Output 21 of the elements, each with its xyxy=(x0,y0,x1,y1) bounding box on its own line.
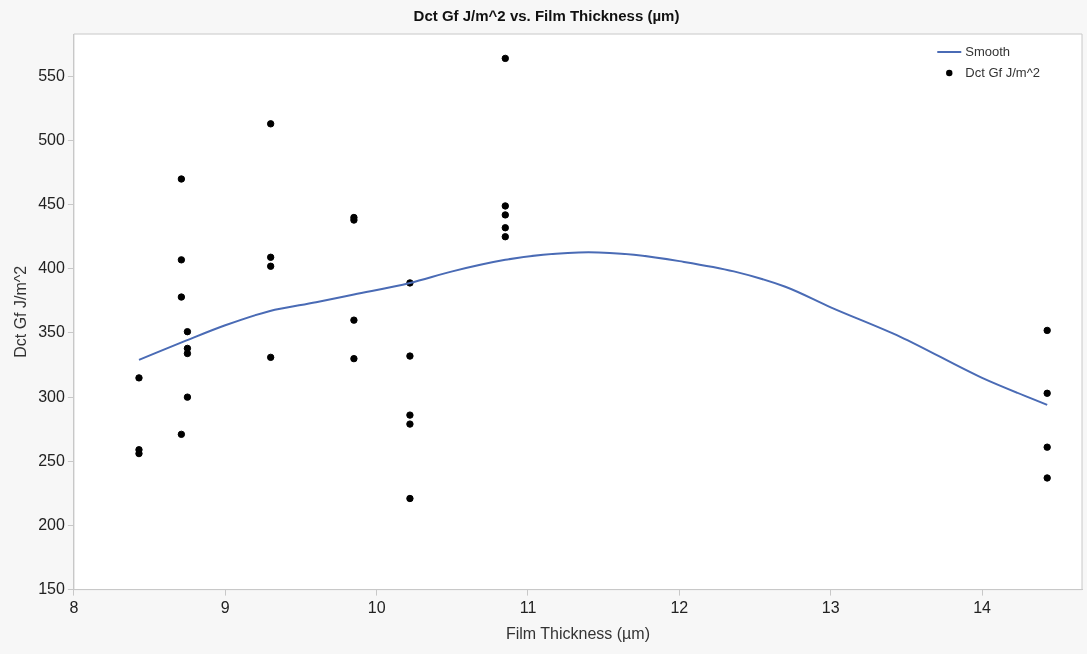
y-tick-label: 500 xyxy=(38,130,65,148)
y-tick-label: 450 xyxy=(38,195,65,213)
x-tick-label: 8 xyxy=(69,598,79,616)
y-tick-label: 150 xyxy=(38,580,65,598)
x-tick-label: 14 xyxy=(973,598,992,616)
x-tick-label: 11 xyxy=(519,598,537,616)
x-tick-label: 13 xyxy=(821,598,840,616)
y-axis-title: Dct Gf J/m^2 xyxy=(12,265,30,358)
y-tick-label: 550 xyxy=(38,66,65,84)
legend-label: Smooth xyxy=(965,43,1011,59)
chart-title: Dct Gf J/m^2 vs. Film Thickness (µm) xyxy=(413,7,680,25)
y-tick-label: 350 xyxy=(38,323,65,341)
y-tick-label: 200 xyxy=(38,515,65,533)
x-tick-label: 9 xyxy=(220,598,230,616)
y-tick-label: 300 xyxy=(38,387,65,405)
x-tick-label: 10 xyxy=(367,598,386,616)
y-tick-label: 400 xyxy=(38,259,65,277)
x-axis-title: Film Thickness (µm) xyxy=(505,624,650,642)
x-tick-label: 12 xyxy=(670,598,689,616)
legend-label: Dct Gf J/m^2 xyxy=(965,64,1040,80)
y-tick-label: 250 xyxy=(38,451,65,469)
